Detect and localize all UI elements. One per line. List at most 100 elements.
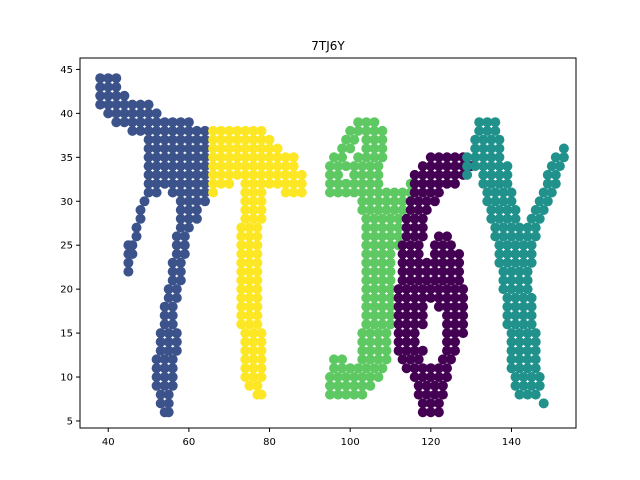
data-point xyxy=(256,196,267,207)
data-point xyxy=(365,354,376,365)
data-point xyxy=(244,301,255,312)
data-point xyxy=(530,336,541,347)
data-point xyxy=(175,125,186,136)
data-point xyxy=(248,345,259,356)
data-point xyxy=(373,178,384,189)
data-point xyxy=(446,249,456,259)
data-point xyxy=(248,372,259,382)
data-point xyxy=(405,257,416,268)
data-point xyxy=(381,336,392,347)
data-point xyxy=(377,134,388,145)
data-point xyxy=(373,161,384,172)
data-point xyxy=(357,328,368,339)
data-point xyxy=(534,380,545,391)
data-point xyxy=(554,161,565,172)
data-point xyxy=(526,292,537,303)
data-point xyxy=(417,363,428,374)
data-point xyxy=(252,319,263,330)
data-point xyxy=(183,222,194,233)
y-tick-label: 5 xyxy=(67,416,73,427)
data-point xyxy=(409,372,420,382)
data-point xyxy=(514,222,525,233)
data-point xyxy=(442,292,452,303)
data-point xyxy=(256,187,267,198)
data-point xyxy=(191,205,202,215)
data-point xyxy=(224,125,235,136)
data-point xyxy=(494,240,505,251)
data-point xyxy=(123,257,134,268)
data-point xyxy=(256,205,267,215)
data-point xyxy=(494,134,505,145)
data-point xyxy=(385,222,396,233)
data-point xyxy=(494,169,505,180)
data-point xyxy=(425,372,436,382)
data-point xyxy=(534,196,545,207)
data-point xyxy=(526,301,537,312)
data-point xyxy=(442,328,452,339)
data-point xyxy=(341,187,352,198)
data-point xyxy=(135,125,146,136)
data-point xyxy=(478,134,489,145)
data-point xyxy=(151,134,162,145)
data-point xyxy=(361,231,372,242)
data-point xyxy=(236,292,247,303)
data-point xyxy=(159,143,170,154)
data-point xyxy=(494,161,505,172)
data-point xyxy=(171,336,182,347)
data-point xyxy=(248,328,259,339)
data-point xyxy=(542,169,553,180)
data-point xyxy=(240,363,251,374)
data-point xyxy=(506,284,517,295)
data-point xyxy=(159,319,170,330)
data-point xyxy=(264,169,275,180)
data-point xyxy=(361,363,372,374)
data-point xyxy=(143,134,154,145)
data-point xyxy=(159,301,170,312)
data-point xyxy=(486,161,497,172)
data-point xyxy=(288,187,299,198)
data-point xyxy=(409,292,420,303)
data-point xyxy=(482,187,493,198)
data-point xyxy=(208,161,219,172)
data-point xyxy=(365,336,376,347)
data-point xyxy=(191,134,202,145)
data-point xyxy=(405,205,416,215)
data-point xyxy=(393,301,404,312)
data-point xyxy=(357,336,368,347)
data-point xyxy=(183,169,194,180)
data-point xyxy=(175,187,186,198)
data-point xyxy=(494,152,505,163)
data-point xyxy=(337,363,348,374)
data-point xyxy=(155,345,166,356)
data-point xyxy=(385,301,396,312)
data-point xyxy=(433,407,444,418)
data-point xyxy=(143,169,154,180)
data-point xyxy=(329,152,339,163)
data-point xyxy=(240,152,251,163)
data-point xyxy=(151,108,162,119)
data-point xyxy=(413,266,424,277)
data-point xyxy=(232,125,243,136)
data-point xyxy=(365,380,376,391)
data-point xyxy=(502,213,513,224)
data-point xyxy=(405,354,416,365)
data-point xyxy=(397,275,408,286)
data-point xyxy=(280,187,291,198)
data-point xyxy=(191,152,202,163)
data-point xyxy=(385,213,396,224)
data-point xyxy=(296,187,307,198)
data-point xyxy=(454,257,465,268)
data-point xyxy=(397,249,408,259)
data-point xyxy=(510,249,521,259)
data-point xyxy=(208,134,219,145)
data-point xyxy=(494,178,505,189)
data-point xyxy=(433,284,444,295)
data-point xyxy=(232,143,243,154)
data-point xyxy=(446,257,456,268)
data-point xyxy=(111,73,122,84)
data-point xyxy=(534,372,545,382)
data-point xyxy=(200,161,210,172)
data-point xyxy=(498,275,509,286)
data-point xyxy=(413,196,424,207)
data-point xyxy=(288,161,299,172)
